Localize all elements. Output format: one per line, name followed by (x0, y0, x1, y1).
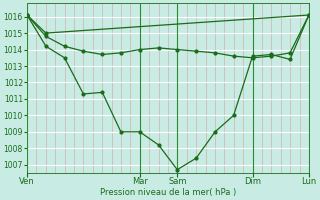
X-axis label: Pression niveau de la mer( hPa ): Pression niveau de la mer( hPa ) (100, 188, 236, 197)
